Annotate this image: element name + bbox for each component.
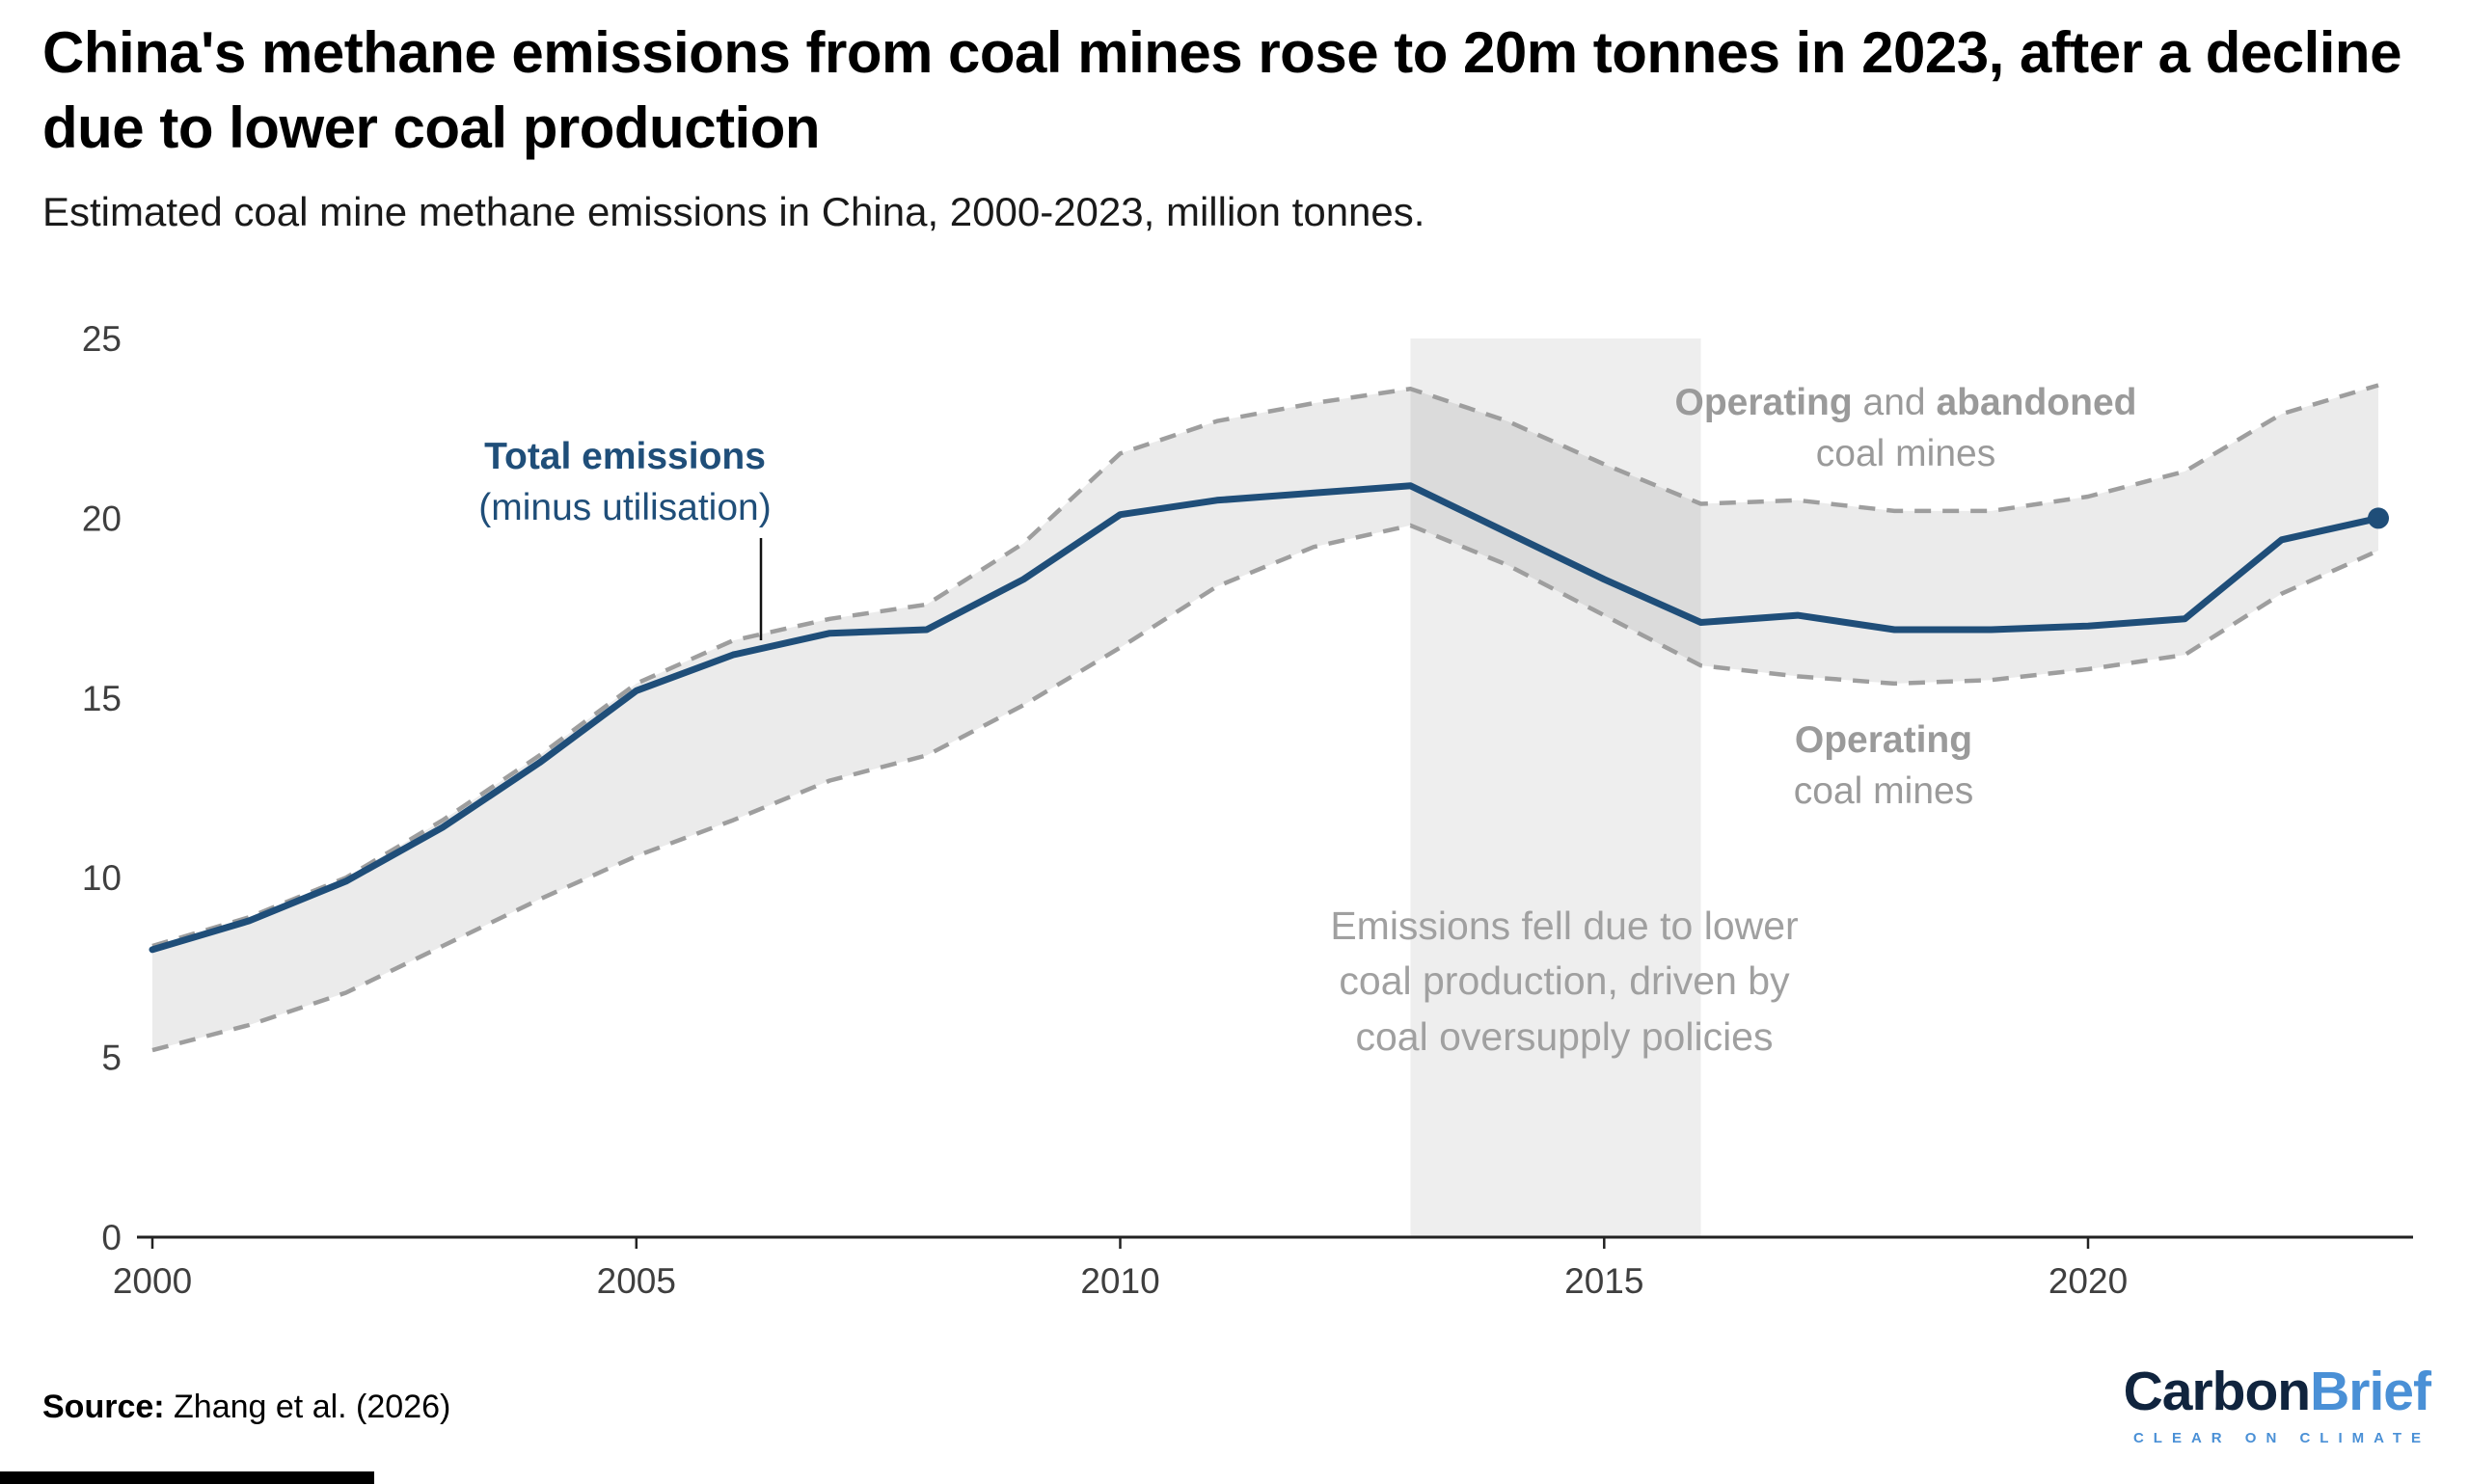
total-emissions-label: Total emissions [484,436,766,477]
logo-carbon-text: Carbon [2123,1361,2311,1422]
y-tick-label: 20 [82,499,122,538]
x-tick-label: 2005 [597,1261,676,1301]
x-tick-label: 2000 [113,1261,192,1301]
source-text: Zhang et al. (2026) [164,1389,451,1425]
highlight-region-annotation: Emissions fell due to lower coal product… [1330,899,1798,1065]
logo-tagline: CLEAR ON CLIMATE [2132,1429,2430,1446]
carbonbrief-logo-text: CarbonBrief [2123,1361,2431,1422]
uncertainty-band [152,385,2378,1051]
y-tick-label: 5 [101,1039,122,1078]
operating-mines-sublabel: coal mines [1793,769,1974,812]
highlight-region [1410,338,1701,1237]
upper-band-word-abandoned: abandoned [1936,382,2137,423]
x-tick-label: 2020 [2048,1261,2128,1301]
upper-band-annotation-line2: coal mines [1815,432,1996,474]
lower-dashed-line [151,523,2379,1053]
source-line: Source: Zhang et al. (2026) [42,1389,450,1426]
highlight-annotation-line3: coal oversupply policies [1355,1013,1774,1059]
upper-band-word-operating: Operating [1674,382,1853,423]
bottom-left-black-bar [0,1471,374,1484]
highlight-annotation-line2: coal production, driven by [1339,958,1790,1004]
chart-subtitle: Estimated coal mine methane emissions in… [42,189,1425,234]
y-tick-label: 10 [82,858,122,898]
upper-band-annotation: Operating and abandoned coal mines [1675,378,2137,479]
upper-band-annotation-line1: Operating and abandoned [1675,378,2137,429]
x-tick-label: 2015 [1564,1261,1643,1301]
y-tick-label: 15 [82,679,122,718]
carbonbrief-logo: CarbonBrief CLEAR ON CLIMATE [2123,1361,2431,1446]
upper-band-word-and: and [1852,382,1937,423]
operating-mines-label: Operating [1794,719,1973,761]
operating-mines-annotation: Operating coal mines [1794,715,1973,817]
endpoint-dot [2368,507,2389,529]
total-emissions-line [149,482,2382,954]
highlight-annotation-line1: Emissions fell due to lower [1330,904,1799,948]
total-emissions-annotation: Total emissions (minus utilisation) [478,432,771,533]
y-tick-label: 25 [82,319,122,359]
logo-brief-text: Brief [2310,1361,2431,1422]
total-emissions-sublabel: (minus utilisation) [478,486,772,528]
x-tick-label: 2010 [1080,1261,1159,1301]
chart-title: China's methane emissions from coal mine… [42,20,2401,160]
y-tick-label: 0 [101,1218,122,1257]
upper-dashed-line [151,383,2379,949]
source-label: Source: [42,1389,165,1425]
